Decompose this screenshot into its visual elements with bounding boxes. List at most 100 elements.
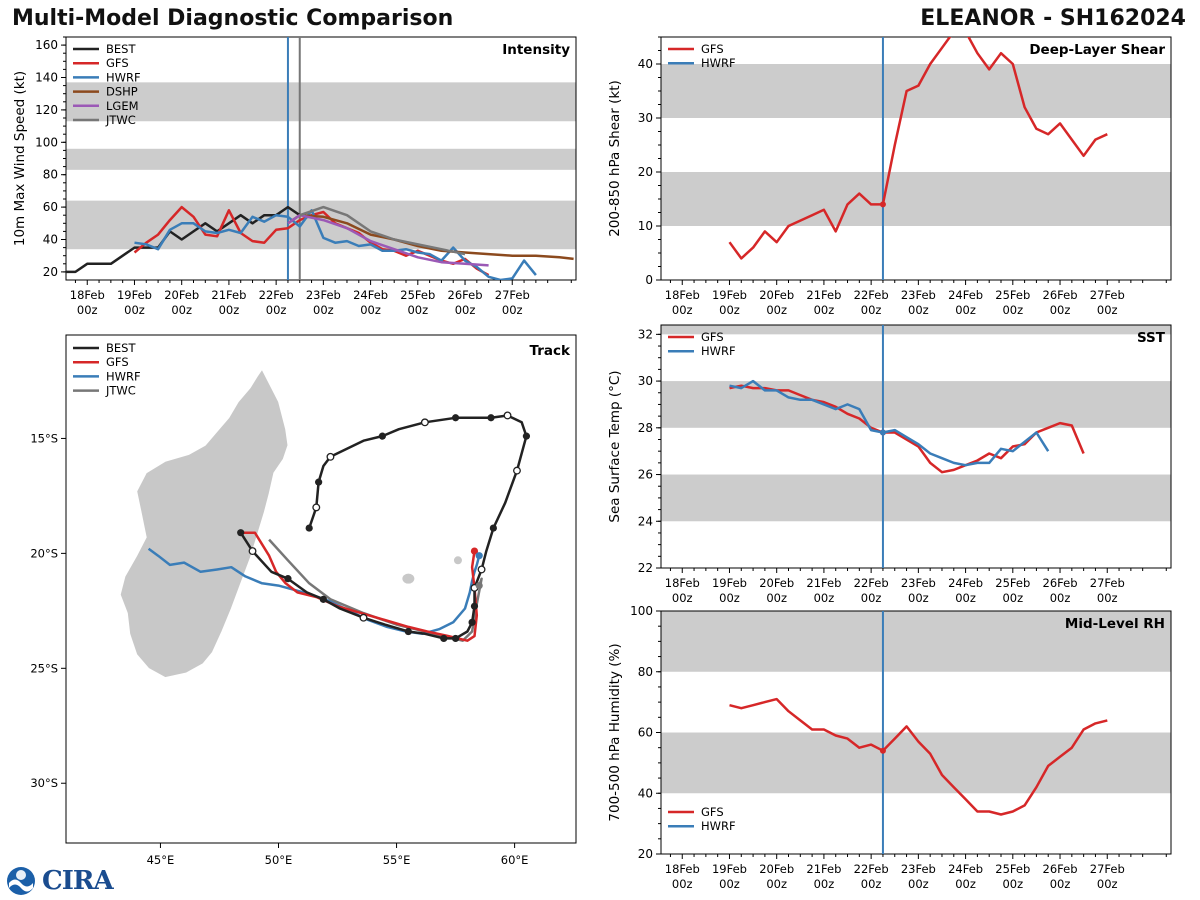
- shade-band: [661, 325, 1171, 335]
- x-tick-label-day: 21Feb: [806, 288, 841, 302]
- x-tick-label-hour: 00z: [1097, 877, 1118, 891]
- x-tick-label-day: 20Feb: [164, 288, 199, 302]
- x-tick-label-day: 24Feb: [353, 288, 388, 302]
- legend-label-dshp: DSHP: [106, 85, 138, 99]
- y-axis-label: Sea Surface Temp (°C): [607, 370, 623, 522]
- y-tick-label: 0: [645, 273, 653, 287]
- legend-label-best: BEST: [106, 341, 136, 355]
- x-tick-label-day: 22Feb: [854, 862, 889, 876]
- x-tick-label-day: 27Feb: [495, 288, 530, 302]
- track-point-filled: [440, 634, 448, 643]
- series-line-dshp: [287, 213, 574, 261]
- track-point-open: [503, 411, 512, 420]
- x-tick-label-hour: 00z: [908, 591, 929, 605]
- shade-band: [661, 732, 1171, 794]
- track-point-open: [359, 613, 368, 622]
- y-tick-label: 30: [638, 111, 653, 125]
- legend-label-gfs: GFS: [701, 42, 724, 56]
- x-tick-label-hour: 00z: [407, 303, 428, 317]
- current-point-hwrf: [879, 429, 886, 436]
- track-point-open: [312, 503, 321, 512]
- track-line-best: [239, 414, 528, 640]
- x-tick-label-hour: 00z: [1050, 877, 1071, 891]
- track-point-open: [477, 565, 486, 574]
- x-tick-label-day: 27Feb: [1090, 288, 1125, 302]
- series-line-hwrf: [729, 379, 1050, 467]
- legend-label-gfs: GFS: [106, 355, 129, 369]
- x-tick-label-hour: 00z: [719, 303, 740, 317]
- x-tick-label-hour: 00z: [455, 303, 476, 317]
- y-tick-label: 24: [638, 514, 653, 528]
- shade-band: [661, 172, 1171, 226]
- x-tick-label-hour: 00z: [1002, 877, 1023, 891]
- x-tick-label-day: 24Feb: [948, 576, 983, 590]
- x-tick-label-hour: 00z: [766, 877, 787, 891]
- x-tick-label-day: 19Feb: [712, 288, 747, 302]
- current-point-gfs: [879, 747, 886, 754]
- y-tick-label: 140: [35, 71, 58, 85]
- x-tick-label-day: 21Feb: [806, 862, 841, 876]
- lon-tick-label: 50°E: [265, 853, 293, 867]
- series-line-gfs: [729, 697, 1108, 816]
- panel-title: Track: [530, 343, 571, 359]
- y-tick-label: 80: [638, 665, 653, 679]
- y-tick-label: 10: [638, 219, 653, 233]
- panel-track: 45°E 50°E 55°E 60°E 15°S 20°S 25°S 30°S Track BES…: [30, 334, 577, 867]
- x-tick-label-day: 26Feb: [448, 288, 483, 302]
- y-tick-label: 22: [638, 561, 653, 575]
- legend-label-gfs: GFS: [701, 805, 724, 819]
- x-tick-label-day: 18Feb: [665, 576, 700, 590]
- x-tick-label-day: 26Feb: [1043, 576, 1078, 590]
- y-axis-label: 200-850 hPa Shear (kt): [607, 80, 623, 237]
- x-tick-label-day: 20Feb: [759, 576, 794, 590]
- x-tick-label-hour: 00z: [1050, 303, 1071, 317]
- track-point-filled: [284, 575, 292, 583]
- hwrf-end-point: [475, 552, 483, 560]
- legend-label-gfs: GFS: [701, 330, 724, 344]
- x-tick-label-hour: 00z: [1097, 591, 1118, 605]
- y-tick-label: 28: [638, 421, 653, 435]
- series-line-gfs: [728, 37, 1108, 260]
- series-line-hwrf: [134, 209, 537, 280]
- page-title: Multi-Model Diagnostic Comparison: [12, 6, 454, 31]
- y-tick-label: 30: [638, 374, 653, 388]
- y-axis-label: 10m Max Wind Speed (kt): [12, 71, 28, 246]
- y-tick-label: 20: [638, 165, 653, 179]
- track-point-filled: [470, 602, 479, 610]
- x-tick-label-hour: 00z: [672, 303, 693, 317]
- y-tick-label: 32: [638, 327, 653, 341]
- x-tick-label-hour: 00z: [861, 877, 882, 891]
- series-line-gfs: [729, 384, 1085, 474]
- map-frame: [65, 334, 577, 844]
- storm-name-title: ELEANOR - SH162024: [920, 6, 1186, 31]
- y-tick-label: 60: [638, 726, 653, 740]
- x-tick-label-day: 25Feb: [995, 288, 1030, 302]
- x-tick-label-hour: 00z: [171, 303, 192, 317]
- x-tick-label-hour: 00z: [955, 303, 976, 317]
- x-tick-label-day: 19Feb: [712, 862, 747, 876]
- axes-frame: [660, 324, 1172, 569]
- x-tick-label-day: 23Feb: [901, 288, 936, 302]
- shade-band: [661, 381, 1171, 428]
- legend-label-best: BEST: [106, 42, 136, 56]
- track-point-filled: [468, 618, 476, 626]
- panel-sst: 18Feb00z19Feb00z20Feb00z21Feb00z22Feb00z…: [607, 324, 1172, 605]
- x-tick-label-hour: 00z: [908, 877, 929, 891]
- series-line-lgem: [287, 213, 489, 267]
- x-tick-label-hour: 00z: [814, 877, 835, 891]
- track-point-open: [420, 418, 429, 427]
- x-tick-label-day: 27Feb: [1090, 862, 1125, 876]
- x-tick-label-day: 19Feb: [712, 576, 747, 590]
- shade-band: [661, 474, 1171, 522]
- cira-logo: CIRA: [6, 866, 114, 896]
- y-tick-label: 120: [35, 103, 58, 117]
- x-tick-label-hour: 00z: [1097, 303, 1118, 317]
- mauritius-island: [453, 556, 462, 565]
- series-line-best: [66, 205, 301, 274]
- x-tick-label-hour: 00z: [77, 303, 98, 317]
- track-point-open: [513, 466, 521, 475]
- x-tick-label-hour: 00z: [719, 877, 740, 891]
- reunion-island: [402, 573, 415, 584]
- cira-logo-text: CIRA: [42, 866, 114, 896]
- x-tick-label-day: 23Feb: [901, 862, 936, 876]
